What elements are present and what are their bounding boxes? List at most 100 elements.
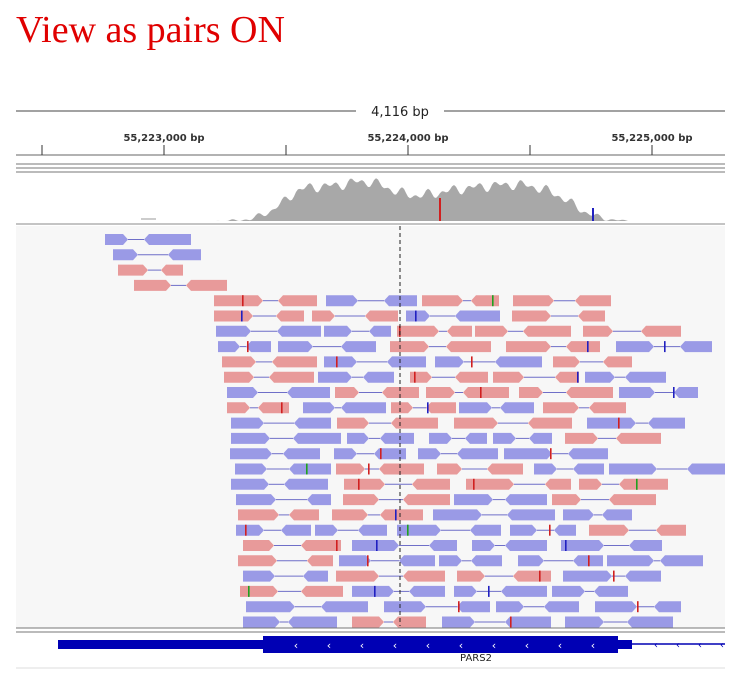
read (455, 310, 500, 322)
read-pair (384, 601, 490, 613)
gene-track[interactable]: ‹ ‹ ‹ ‹ ‹ ‹ ‹ ‹ ‹ ‹ ‹ ‹ ‹ ‹ PARS2 (16, 636, 725, 669)
read-pair (459, 402, 534, 414)
read (475, 325, 508, 337)
read (587, 417, 636, 429)
read (384, 295, 417, 307)
read-pair (583, 325, 681, 337)
read (243, 570, 275, 582)
read (324, 356, 357, 368)
mismatch-mark (427, 402, 429, 414)
mismatch-mark (539, 570, 541, 582)
read (403, 570, 445, 582)
read (565, 432, 598, 444)
read-pair (439, 555, 502, 567)
read-row (118, 264, 183, 276)
igv-tracks-canvas[interactable]: 4,116 bp 55,223,000 bp 55,224,000 bp 55,… (16, 94, 725, 678)
read (144, 234, 191, 245)
mismatch-mark (380, 448, 382, 460)
read-pair (113, 249, 201, 261)
read (495, 356, 542, 368)
read-pair (607, 555, 703, 567)
mismatch-mark (637, 601, 639, 613)
gene-utr (58, 640, 263, 649)
read (214, 295, 263, 307)
read-row (214, 295, 611, 307)
read (236, 494, 276, 506)
read-pair (422, 295, 499, 307)
read-row (227, 387, 698, 398)
read (594, 585, 628, 597)
coverage-mismatch-red (439, 198, 441, 221)
read (307, 494, 331, 506)
mismatch-mark (241, 310, 243, 322)
read-pairs[interactable] (105, 234, 725, 628)
read (505, 540, 547, 551)
read (390, 341, 429, 353)
read (240, 585, 278, 597)
read (656, 524, 686, 536)
read (429, 540, 457, 551)
read-pair (619, 387, 698, 398)
coverage-mismatch-blue (592, 208, 594, 221)
read (230, 448, 272, 460)
mismatch-mark (618, 417, 620, 429)
read (534, 463, 557, 475)
mismatch-mark (336, 356, 338, 368)
read (472, 540, 495, 551)
read (238, 555, 277, 567)
read-pair (506, 341, 600, 353)
read (545, 478, 571, 490)
read-pair (336, 570, 445, 582)
read (602, 509, 632, 521)
read (619, 478, 668, 490)
read-pair (616, 341, 712, 353)
read-row (230, 448, 608, 460)
read (589, 402, 626, 414)
read-pair (543, 402, 626, 414)
tick-label-1: 55,223,000 bp (123, 133, 204, 144)
read (437, 463, 462, 475)
strand-arrow-icon: ‹ (459, 639, 463, 652)
mismatch-mark (458, 601, 460, 613)
strand-arrows: ‹ ‹ ‹ ‹ ‹ ‹ ‹ ‹ ‹ ‹ ‹ ‹ ‹ ‹ (294, 639, 724, 652)
read-pair (585, 371, 666, 383)
read-row (113, 249, 201, 261)
read-pair (454, 585, 547, 597)
read (442, 616, 475, 628)
ruler-track[interactable]: 4,116 bp 55,223,000 bp 55,224,000 bp 55,… (16, 105, 725, 156)
read-pair (227, 402, 289, 414)
read-pair (457, 570, 551, 582)
read-pair (216, 325, 321, 337)
read-pair (429, 432, 487, 444)
gene-exon[interactable] (263, 636, 618, 653)
read (493, 432, 516, 444)
read (343, 494, 379, 506)
read-pair (336, 463, 424, 475)
mismatch-mark (245, 524, 247, 536)
read (463, 387, 509, 398)
read-pair (587, 417, 685, 429)
coverage-track[interactable] (141, 178, 636, 221)
read (585, 371, 615, 383)
strand-arrow-icon: ‹ (720, 640, 724, 651)
read-pair (552, 585, 628, 597)
strand-arrow-icon: ‹ (492, 639, 496, 652)
mismatch-mark (414, 371, 416, 383)
read-pair (466, 478, 571, 490)
read (231, 432, 270, 444)
read (399, 555, 435, 567)
read-pair (243, 540, 341, 551)
read-pair (318, 371, 394, 383)
read (235, 463, 267, 475)
read-pair (227, 387, 330, 398)
read (466, 478, 514, 490)
read (471, 555, 502, 567)
read-row (227, 402, 626, 414)
read (609, 494, 656, 506)
read-pair (504, 448, 608, 460)
read-row (243, 540, 662, 551)
read (321, 601, 368, 613)
read (654, 601, 681, 613)
read-row (238, 509, 632, 521)
alignment-track[interactable] (16, 226, 725, 628)
